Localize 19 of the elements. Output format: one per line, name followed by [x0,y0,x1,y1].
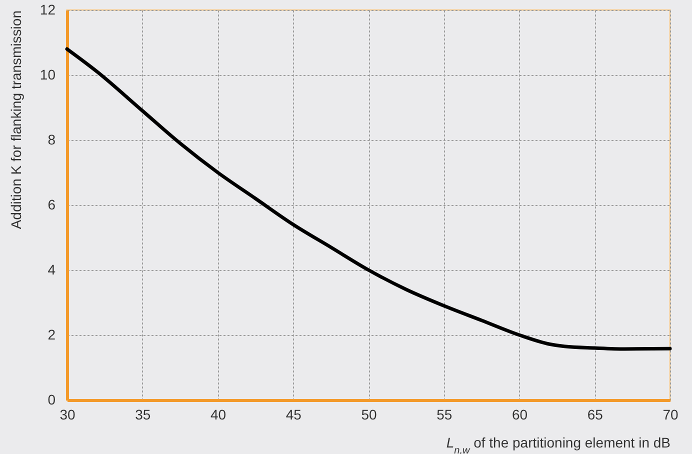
x-tick-label: 70 [662,406,678,422]
y-tick-label: 12 [40,2,56,18]
x-tick-label: 55 [436,406,452,422]
x-tick-label: 50 [361,406,377,422]
y-axis-title: Addition K for flanking transmission [8,10,24,230]
line-series [65,47,672,351]
x-tick-label: 65 [587,406,604,422]
y-tick-label: 10 [40,66,56,82]
y-tick-label: 6 [48,196,56,212]
y-tick-label: 8 [48,132,56,148]
x-tick-label: 60 [512,406,528,422]
x-axis-title: L$_{n,w}$ of the partitioning element in dB [446,434,670,454]
y-tick-label: 4 [48,262,56,278]
x-tick-label: 45 [286,406,302,422]
x-tick-label: 40 [210,406,226,422]
y-tick-label: 2 [48,326,56,342]
y-tick-label: 0 [48,392,56,408]
x-tick-label: 30 [60,406,76,422]
x-tick-label: 35 [135,406,151,422]
